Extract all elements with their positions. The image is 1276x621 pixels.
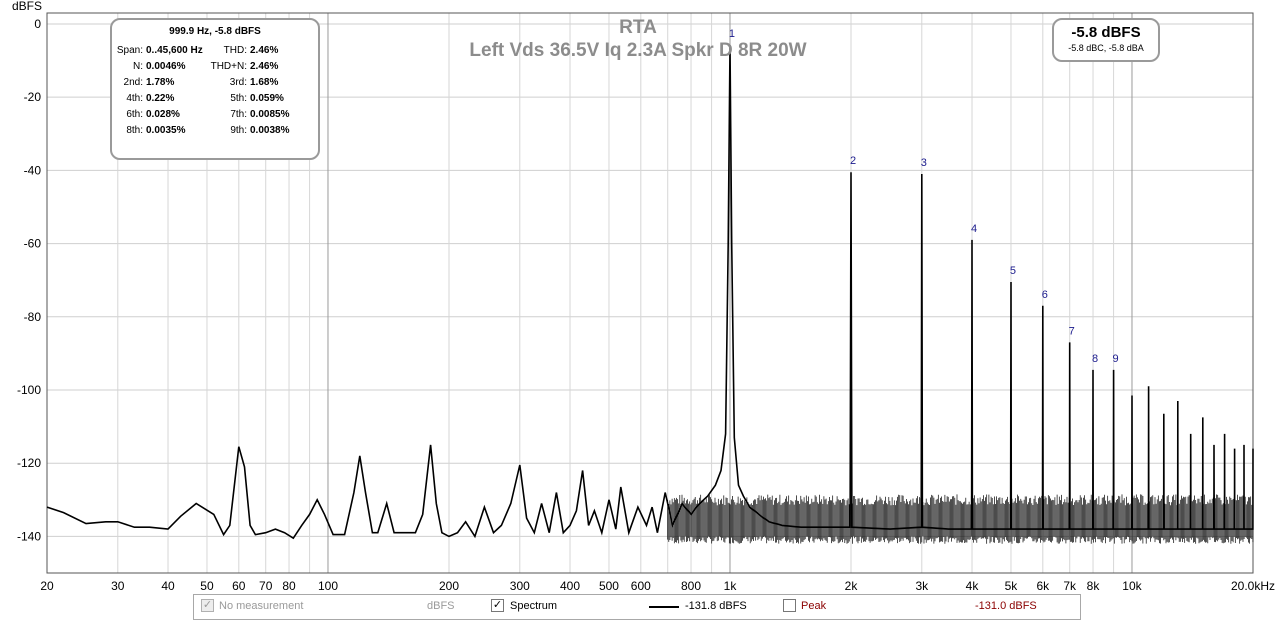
stats-value: 1.78% xyxy=(146,77,175,88)
x-tick-label: 8k xyxy=(1087,579,1101,593)
chart-subtitle: Left Vds 36.5V Iq 2.3A Spkr D 8R 20W xyxy=(469,40,806,61)
x-tick-label: 7k xyxy=(1063,579,1077,593)
x-tick-label: 3k xyxy=(915,579,929,593)
spectrum-label: Spectrum xyxy=(510,600,558,612)
stats-label: 3rd: xyxy=(229,77,247,88)
noise-band xyxy=(667,494,1254,544)
x-tick-label: 5k xyxy=(1005,579,1019,593)
stats-value: 0.028% xyxy=(146,109,180,120)
x-tick-label: 2k xyxy=(845,579,859,593)
stats-value: 1.68% xyxy=(250,77,279,88)
stats-label: 9th: xyxy=(230,125,247,136)
x-tick-label: 6k xyxy=(1036,579,1050,593)
y-tick-label: -80 xyxy=(24,310,42,324)
level-weighted-values: -5.8 dBC, -5.8 dBA xyxy=(1068,43,1144,53)
harmonic-label-4: 4 xyxy=(971,223,977,235)
peak-value: -131.0 dBFS xyxy=(975,600,1037,612)
y-tick-label: -40 xyxy=(24,163,42,177)
harmonic-label-3: 3 xyxy=(921,157,927,169)
spectrum-checkbox[interactable]: ✓ xyxy=(491,599,504,612)
stats-label: 5th: xyxy=(230,93,247,104)
legend-bar: ✓ No measurement dBFS ✓ Spectrum -131.8 … xyxy=(193,594,1081,620)
no-measurement-unit: dBFS xyxy=(427,600,455,612)
stats-label: 7th: xyxy=(230,109,247,120)
x-tick-label: 60 xyxy=(232,579,246,593)
y-tick-label: -60 xyxy=(24,237,42,251)
stats-value: 2.46% xyxy=(250,45,279,56)
harmonic-label-9: 9 xyxy=(1113,353,1119,365)
peak-checkbox[interactable] xyxy=(783,599,796,612)
x-tick-label: 20 xyxy=(40,579,54,593)
no-measurement-label: No measurement xyxy=(219,600,304,612)
stats-label: 4th: xyxy=(126,93,143,104)
x-axis-ticks: 20 30 40 50 60 70 80 100 200 300 400 500 600 800 1k 2k 3… xyxy=(40,579,1275,593)
stats-label: Span: xyxy=(116,45,143,56)
x-tick-label: 70 xyxy=(259,579,273,593)
y-axis-label: dBFS xyxy=(12,0,42,13)
x-tick-label: 10k xyxy=(1122,579,1142,593)
x-tick-label: 30 xyxy=(111,579,125,593)
level-readout-panel: -5.8 dBFS -5.8 dBC, -5.8 dBA xyxy=(1052,18,1160,62)
y-tick-label: 0 xyxy=(34,17,41,31)
stats-label: 2nd: xyxy=(123,77,143,88)
stats-label: THD+N: xyxy=(210,61,247,72)
stats-value: 0.0038% xyxy=(250,125,290,136)
stats-value: 0.0085% xyxy=(250,109,290,120)
x-tick-label: 1k xyxy=(724,579,738,593)
stats-value: 0.0035% xyxy=(146,125,186,136)
x-tick-label: 200 xyxy=(439,579,459,593)
spectrum-line-swatch xyxy=(649,606,679,608)
stats-header: 999.9 Hz, -5.8 dBFS xyxy=(169,26,261,37)
x-tick-label: 100 xyxy=(318,579,338,593)
y-axis-ticks: 0 -20 -40 -60 -80 -100 -120 -140 xyxy=(17,17,41,543)
stats-label: 8th: xyxy=(126,125,143,136)
x-tick-label: 800 xyxy=(681,579,701,593)
stats-grid: Span: 0..45,600 Hz THD: 2.46% N: 0.0046% THD+N… xyxy=(112,45,318,136)
x-tick-label: 20.0kHz xyxy=(1231,579,1275,593)
stats-label: THD: xyxy=(223,45,247,56)
harmonic-label-6: 6 xyxy=(1042,289,1048,301)
level-main-value: -5.8 dBFS xyxy=(1071,24,1141,41)
stats-value: 0.059% xyxy=(250,93,284,104)
harmonic-label-5: 5 xyxy=(1010,265,1016,277)
x-tick-label: 40 xyxy=(161,579,175,593)
noise-floor xyxy=(667,494,1254,544)
stats-label: 6th: xyxy=(126,109,143,120)
spectrum-trace xyxy=(46,45,1254,540)
y-tick-label: -20 xyxy=(24,90,42,104)
spectrum-value: -131.8 dBFS xyxy=(685,600,747,612)
no-measurement-checkbox[interactable]: ✓ xyxy=(201,599,214,612)
plot-frame xyxy=(46,12,1254,574)
stats-label: N: xyxy=(133,61,143,72)
x-tick-label: 500 xyxy=(599,579,619,593)
stats-value: 0..45,600 Hz xyxy=(146,45,203,56)
x-tick-label: 80 xyxy=(282,579,296,593)
x-tick-label: 300 xyxy=(510,579,530,593)
x-tick-label: 4k xyxy=(966,579,980,593)
x-tick-label: 600 xyxy=(631,579,651,593)
stats-value: 2.46% xyxy=(250,61,279,72)
x-tick-label: 50 xyxy=(200,579,214,593)
y-tick-label: -140 xyxy=(17,529,41,543)
peak-label: Peak xyxy=(801,600,827,612)
stats-value: 0.0046% xyxy=(146,61,186,72)
harmonic-labels: 1 2 3 4 5 6 7 8 9 xyxy=(729,28,1119,365)
harmonic-label-8: 8 xyxy=(1092,353,1098,365)
distortion-stats-panel: 999.9 Hz, -5.8 dBFS Span: 0..45,600 Hz THD… xyxy=(110,18,320,160)
y-tick-label: -100 xyxy=(17,383,41,397)
y-tick-label: -120 xyxy=(17,456,41,470)
stats-value: 0.22% xyxy=(146,93,175,104)
harmonic-label-1: 1 xyxy=(729,28,735,40)
harmonic-label-7: 7 xyxy=(1069,325,1075,337)
harmonic-label-2: 2 xyxy=(850,155,856,167)
x-tick-label: 400 xyxy=(560,579,580,593)
chart-title: RTA xyxy=(619,17,657,38)
